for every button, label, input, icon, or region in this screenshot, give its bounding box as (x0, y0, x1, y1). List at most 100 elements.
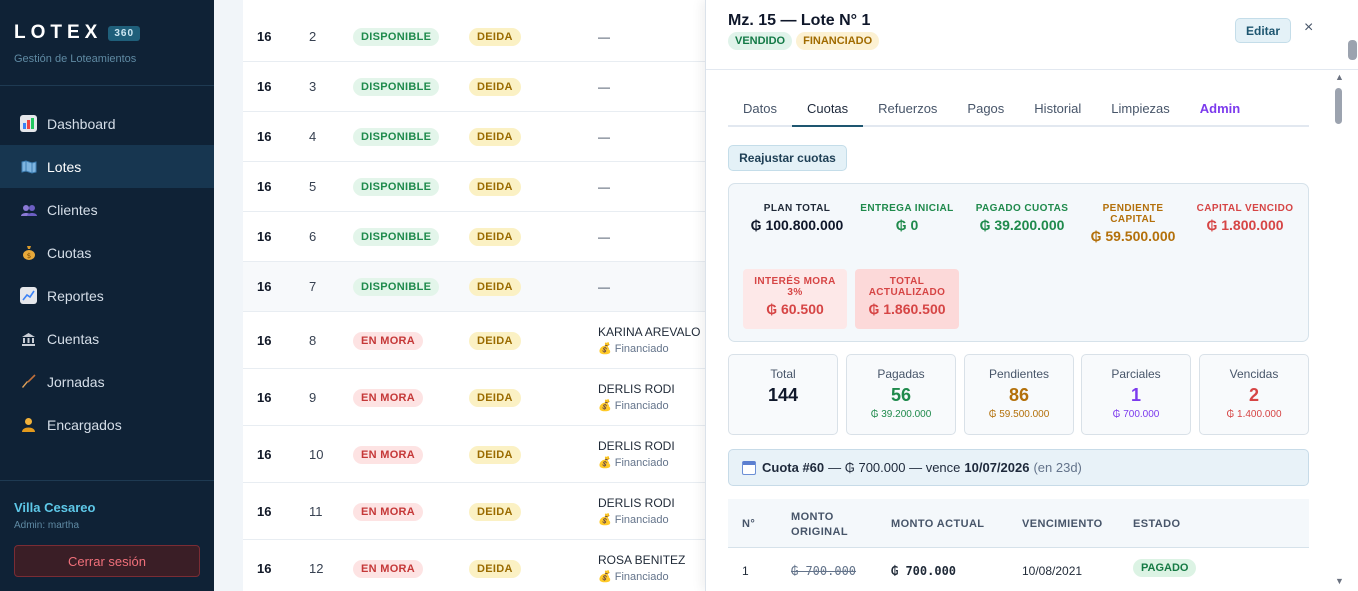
table-row[interactable]: 16 12 EN MORA DEIDA ROSA BENITEZ 💰 Finan… (243, 540, 713, 591)
manzana-cell: 16 (257, 29, 272, 44)
sidebar-item-label: Clientes (47, 201, 98, 218)
status-badge: DISPONIBLE (353, 178, 440, 196)
stat-vencidas: Vencidas 2 ₲ 1.400.000 (1199, 354, 1309, 435)
sidebar-item-label: Reportes (47, 287, 104, 304)
scroll-thumb[interactable] (1335, 88, 1342, 124)
tab-historial[interactable]: Historial (1034, 101, 1082, 116)
client-cell: DERLIS RODI 💰 Financiado (598, 439, 675, 469)
cuotas-stats: Total 144 Pagadas 56 ₲ 39.200.000 Pendie… (728, 354, 1309, 435)
status-badge: DISPONIBLE (353, 228, 440, 246)
tab-limpiezas[interactable]: Limpiezas (1111, 101, 1170, 116)
drawer-scrollbar[interactable]: ▲ ▼ (1332, 72, 1346, 591)
page-scrollbar-thumb[interactable] (1348, 40, 1357, 60)
table-row[interactable]: 16 3 DISPONIBLE DEIDA — (243, 62, 713, 112)
scroll-up-icon[interactable]: ▲ (1335, 72, 1344, 82)
table-row[interactable]: 16 5 DISPONIBLE DEIDA — (243, 162, 713, 212)
client-plan: 💰 Financiado (598, 457, 669, 469)
money-bag-icon: 💰 (598, 571, 612, 583)
svg-text:$: $ (26, 252, 30, 260)
calendar-icon (742, 460, 756, 475)
table-row[interactable]: 16 2 DISPONIBLE DEIDA — (243, 12, 713, 62)
sidebar-item-cuentas[interactable]: Cuentas (0, 317, 214, 360)
deuda-badge: DEIDA (469, 331, 521, 350)
cuota-n: 1 (742, 564, 749, 578)
cuota-actual: ₲ 700.000 (891, 564, 957, 578)
cuota-vencimiento: 10/08/2021 (1022, 564, 1083, 578)
table-row[interactable]: 16 9 EN MORA DEIDA DERLIS RODI 💰 Financi… (243, 369, 713, 426)
sidebar-item-label: Lotes (47, 158, 82, 175)
detail-tabs: Datos Cuotas Refuerzos Pagos Historial L… (728, 92, 1309, 127)
lotes-table: 16 2 DISPONIBLE DEIDA — 16 3 DISPONIBLE … (243, 0, 713, 591)
manzana-cell: 16 (257, 503, 272, 519)
lote-cell: 2 (309, 29, 317, 44)
client-plan: 💰 Financiado (598, 400, 669, 412)
table-row[interactable]: 16 6 DISPONIBLE DEIDA — (243, 212, 713, 262)
edit-button[interactable]: Editar (1235, 18, 1291, 43)
lote-cell: 4 (309, 129, 317, 144)
tab-admin[interactable]: Admin (1199, 101, 1241, 116)
deuda-badge: DEIDA (469, 228, 521, 246)
tab-pagos[interactable]: Pagos (967, 101, 1005, 116)
manzana-cell: 16 (257, 129, 272, 144)
sidebar-item-label: Dashboard (47, 115, 116, 132)
plan-total: PLAN TOTAL ₲ 100.800.000 (750, 203, 844, 233)
financiado-badge: FINANCIADO (796, 32, 880, 50)
status-badge: DISPONIBLE (353, 28, 440, 46)
sidebar-item-dashboard[interactable]: Dashboard (0, 102, 214, 145)
person-icon (20, 416, 37, 433)
status-badge: EN MORA (353, 331, 424, 350)
sidebar-footer: Villa Cesareo Admin: martha Cerrar sesió… (0, 480, 214, 577)
stat-pendientes: Pendientes 86 ₲ 59.500.000 (964, 354, 1074, 435)
manzana-cell: 16 (257, 560, 272, 576)
client-cell: KARINA AREVALO 💰 Financiado (598, 325, 701, 355)
money-bag-icon: 💰 (598, 400, 612, 412)
close-icon[interactable]: × (1304, 19, 1314, 36)
lote-cell: 10 (309, 446, 324, 462)
tab-cuotas[interactable]: Cuotas (791, 92, 864, 127)
lote-cell: 8 (309, 332, 317, 348)
lote-cell: 7 (309, 279, 317, 294)
table-row[interactable]: 16 7 DISPONIBLE DEIDA — (243, 262, 713, 312)
sidebar-item-clientes[interactable]: Clientes (0, 188, 214, 231)
deuda-badge: DEIDA (469, 559, 521, 578)
status-badge: DISPONIBLE (353, 128, 440, 146)
cuotas-table: N° MONTO ORIGINAL MONTO ACTUAL VENCIMIEN… (728, 499, 1309, 591)
tab-datos[interactable]: Datos (743, 101, 777, 116)
deuda-badge: DEIDA (469, 502, 521, 521)
deuda-badge: DEIDA (469, 278, 521, 296)
pendiente-capital: PENDIENTE CAPITAL ₲ 59.500.000 (1090, 203, 1176, 244)
status-badge: EN MORA (353, 388, 424, 407)
table-row[interactable]: 1 ₲ 700.000 ₲ 700.000 10/08/2021 PAGADO (728, 548, 1309, 591)
client-cell: — (598, 129, 610, 144)
lote-detail-drawer: Mz. 15 — Lote N° 1 VENDIDO FINANCIADO Ed… (705, 0, 1358, 591)
table-row[interactable]: 16 11 EN MORA DEIDA DERLIS RODI 💰 Financ… (243, 483, 713, 540)
table-row[interactable]: 16 10 EN MORA DEIDA DERLIS RODI 💰 Financ… (243, 426, 713, 483)
drawer-title: Mz. 15 — Lote N° 1 (728, 12, 871, 29)
col-monto-original: MONTO ORIGINAL (791, 511, 848, 538)
sidebar-item-reportes[interactable]: Reportes (0, 274, 214, 317)
table-row[interactable]: 16 4 DISPONIBLE DEIDA — (243, 112, 713, 162)
col-vencimiento: VENCIMIENTO (1022, 518, 1103, 530)
deuda-badge: DEIDA (469, 388, 521, 407)
logout-button[interactable]: Cerrar sesión (14, 545, 200, 577)
tab-refuerzos[interactable]: Refuerzos (878, 101, 938, 116)
lote-cell: 5 (309, 179, 317, 194)
brand-logo: LOTEX (14, 22, 103, 43)
sidebar-item-label: Cuentas (47, 330, 100, 347)
deuda-badge: DEIDA (469, 78, 521, 96)
brand-badge: 360 (108, 25, 141, 41)
sidebar-item-encargados[interactable]: Encargados (0, 403, 214, 446)
reajustar-cuotas-button[interactable]: Reajustar cuotas (728, 145, 847, 171)
next-cuota-label: Cuota #60 (762, 460, 825, 475)
col-n: N° (742, 518, 756, 530)
table-row[interactable]: 16 8 EN MORA DEIDA KARINA AREVALO 💰 Fina… (243, 312, 713, 369)
scroll-down-icon[interactable]: ▼ (1335, 576, 1344, 586)
sidebar-item-jornadas[interactable]: Jornadas (0, 360, 214, 403)
deuda-badge: DEIDA (469, 178, 521, 196)
sidebar-item-cuotas[interactable]: $ Cuotas (0, 231, 214, 274)
lote-cell: 12 (309, 560, 324, 576)
manzana-cell: 16 (257, 229, 272, 244)
sidebar-item-lotes[interactable]: Lotes (0, 145, 214, 188)
lote-cell: 3 (309, 79, 317, 94)
brand-subtitle: Gestión de Loteamientos (14, 53, 137, 65)
